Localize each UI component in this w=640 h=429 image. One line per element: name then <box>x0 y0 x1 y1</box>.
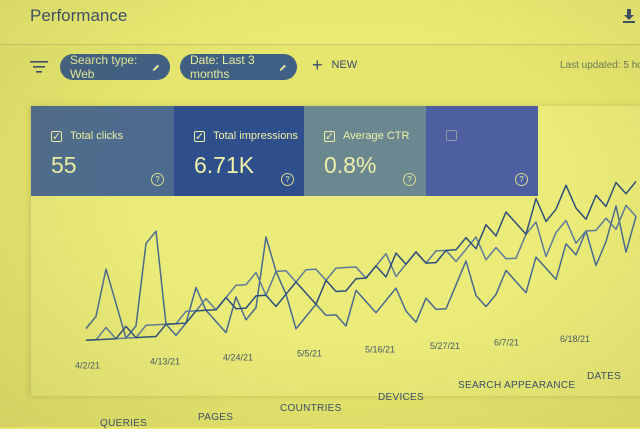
metric-value: 6.71K <box>194 152 255 178</box>
metric-label: Total clicks <box>70 130 124 142</box>
metric-value: 0.8% <box>324 152 377 178</box>
tab-pages[interactable]: PAGES <box>198 412 234 423</box>
app-header: Performance <box>0 0 640 45</box>
checkbox-icon[interactable]: ✓ <box>324 130 335 143</box>
average-ctr-card[interactable]: ✓ Average CTR 0.8% ? <box>304 106 426 196</box>
x-tick-label: 5/16/21 <box>365 345 395 355</box>
tab-search-appearance[interactable]: SEARCH APPEARANCE <box>458 380 576 391</box>
metric-label: Total impressions <box>213 130 298 142</box>
average-position-card[interactable]: ? <box>426 106 538 196</box>
metric-label: Average CTR <box>343 130 410 142</box>
total-clicks-card[interactable]: ✓ Total clicks 55 ? <box>31 106 174 196</box>
tab-countries[interactable]: COUNTRIES <box>280 403 342 414</box>
x-tick-label: 4/24/21 <box>223 353 253 363</box>
tab-queries[interactable]: QUERIES <box>100 418 148 429</box>
plus-icon: + <box>312 55 323 75</box>
help-icon[interactable]: ? <box>403 173 416 186</box>
total-impressions-card[interactable]: ✓ Total impressions 6.71K ? <box>174 106 304 196</box>
date-chip[interactable]: Date: Last 3 months <box>180 53 297 81</box>
series-line-1 <box>85 204 637 342</box>
search-type-label: Search type: Web <box>70 53 138 81</box>
x-tick-label: 5/27/21 <box>430 341 460 351</box>
download-icon[interactable] <box>622 8 636 24</box>
metric-value: 55 <box>51 152 77 178</box>
edit-icon <box>152 64 159 71</box>
x-tick-label: 4/2/21 <box>75 361 100 371</box>
series-line-0 <box>85 205 637 339</box>
x-tick-label: 6/18/21 <box>560 334 590 344</box>
edit-icon <box>279 64 286 71</box>
checkbox-icon[interactable] <box>446 130 457 141</box>
page-title: Performance <box>30 6 128 25</box>
search-type-chip[interactable]: Search type: Web <box>60 53 170 81</box>
x-tick-label: 6/7/21 <box>494 338 519 348</box>
help-icon[interactable]: ? <box>281 173 294 186</box>
tab-dates[interactable]: DATES <box>587 371 622 382</box>
checkbox-icon[interactable]: ✓ <box>194 130 205 143</box>
new-label: NEW <box>331 59 358 71</box>
checkbox-icon[interactable]: ✓ <box>51 130 62 143</box>
series-line-2 <box>85 180 637 342</box>
last-updated-text: Last updated: 5 hours <box>560 60 640 71</box>
help-icon[interactable]: ? <box>515 173 528 186</box>
x-tick-label: 5/5/21 <box>297 348 322 358</box>
help-icon[interactable]: ? <box>151 173 164 186</box>
new-filter-button[interactable]: + NEW <box>312 55 358 75</box>
filter-icon[interactable] <box>30 60 48 74</box>
tab-devices[interactable]: DEVICES <box>378 392 425 403</box>
date-label: Date: Last 3 months <box>190 53 255 81</box>
x-tick-label: 4/13/21 <box>150 357 180 367</box>
